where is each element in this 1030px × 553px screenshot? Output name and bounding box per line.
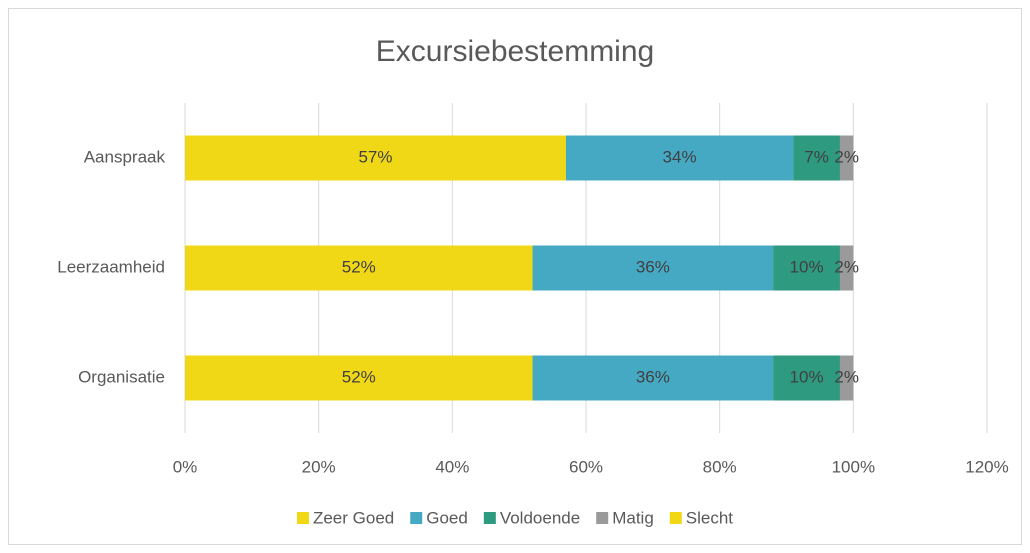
legend-label: Slecht (686, 508, 734, 527)
legend-label: Zeer Goed (313, 508, 394, 527)
bar-segment (532, 355, 774, 401)
bar-segment (773, 355, 840, 401)
bar-segment (532, 245, 774, 291)
data-label: 7% (804, 147, 829, 166)
data-label: 34% (663, 147, 697, 166)
legend-swatch (483, 512, 496, 524)
data-label: 36% (636, 257, 670, 276)
legend-label: Goed (426, 508, 468, 527)
data-label: 52% (342, 367, 376, 386)
data-label: 10% (790, 367, 824, 386)
y-tick-label: Organisatie (78, 367, 165, 386)
bar-segment (565, 135, 794, 181)
x-tick-label: 40% (435, 457, 469, 476)
bar-segment (185, 355, 533, 401)
x-tick-label: 0% (173, 457, 198, 476)
bar-segment (793, 135, 840, 181)
bar-segment (185, 135, 566, 181)
bar-segment (773, 245, 840, 291)
x-tick-label: 100% (832, 457, 875, 476)
data-label: 2% (834, 367, 859, 386)
legend-label: Voldoende (500, 508, 580, 527)
legend-swatch (669, 512, 682, 524)
data-label: 36% (636, 367, 670, 386)
bar-segment (839, 355, 854, 401)
y-tick-label: Aanspraak (84, 147, 166, 166)
x-tick-label: 80% (703, 457, 737, 476)
legend-swatch (296, 512, 309, 524)
legend-swatch (410, 512, 423, 524)
x-tick-label: 120% (965, 457, 1008, 476)
data-label: 52% (342, 257, 376, 276)
legend-label: Matig (612, 508, 654, 527)
data-label: 2% (834, 147, 859, 166)
x-tick-label: 20% (302, 457, 336, 476)
y-tick-label: Leerzaamheid (57, 257, 165, 276)
data-label: 57% (358, 147, 392, 166)
bar-segment (185, 245, 533, 291)
bar-segment (839, 135, 854, 181)
legend-swatch (596, 512, 609, 524)
data-label: 2% (834, 257, 859, 276)
x-tick-label: 60% (569, 457, 603, 476)
data-label: 10% (790, 257, 824, 276)
chart-title: Excursiebestemming (376, 35, 654, 68)
bar-segment (839, 245, 854, 291)
